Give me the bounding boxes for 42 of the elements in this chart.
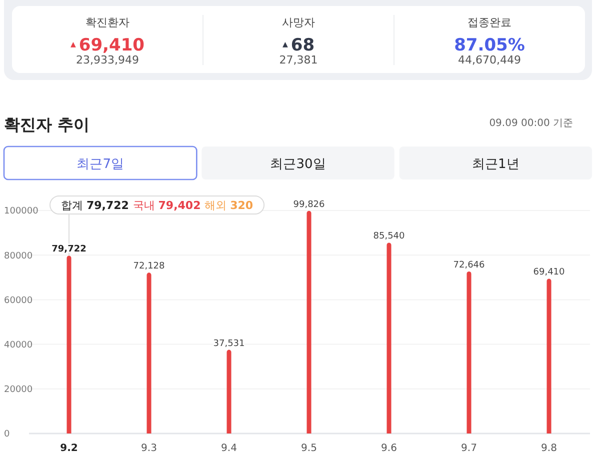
bar [466,272,472,434]
data-label: 72,646 [453,260,486,270]
text: 최근30일 [270,157,326,172]
text: 87.05% [454,36,525,56]
chart-subtitle: 09.09 00:00 기준 [489,118,573,129]
y-tick-label: 80000 [4,251,33,262]
bar [146,272,152,434]
annotation: 합계 79,722 국내 79,402 해외 320 [61,199,254,212]
data-label: 72,128 [133,262,166,272]
data-label: 85,540 [373,232,406,242]
y-tick-label: 40000 [4,340,33,350]
bar [306,210,312,434]
text: 27,381 [279,54,318,66]
y-tick-label: 0 [4,430,10,440]
x-tick-label: 9.3 [141,443,157,454]
y-tick-label: 20000 [4,385,33,396]
text: 최근7일 [76,157,124,172]
text: 23,933,949 [76,54,139,66]
text: $^{▲}$68 [282,36,315,56]
bar [386,242,392,434]
category-label: 접종완료 [468,16,512,29]
x-tick-label: 9.6 [381,443,397,454]
x-tick-label: 9.2 [60,443,78,454]
data-label: 37,531 [213,338,245,349]
text: $^{▲}$69,410 [70,36,144,56]
x-tick-label: 9.7 [461,443,477,454]
chart-title: 확진자 추이 [4,115,90,134]
bar [66,256,72,434]
category-label: 사망자 [282,16,315,29]
data-label: 79,722 [52,244,86,255]
bar [546,278,552,434]
data-label: 69,410 [533,268,566,278]
text: 최근1년 [472,157,520,172]
bar [226,350,232,434]
y-tick-label: 100000 [4,206,39,217]
data-label: 99,826 [293,200,326,210]
text: 44,670,449 [458,54,521,66]
y-tick-label: 60000 [4,296,33,306]
x-tick-label: 9.4 [221,443,237,454]
category-label: 확진환자 [86,16,130,29]
x-tick-label: 9.5 [301,443,317,454]
x-tick-label: 9.8 [541,443,557,454]
